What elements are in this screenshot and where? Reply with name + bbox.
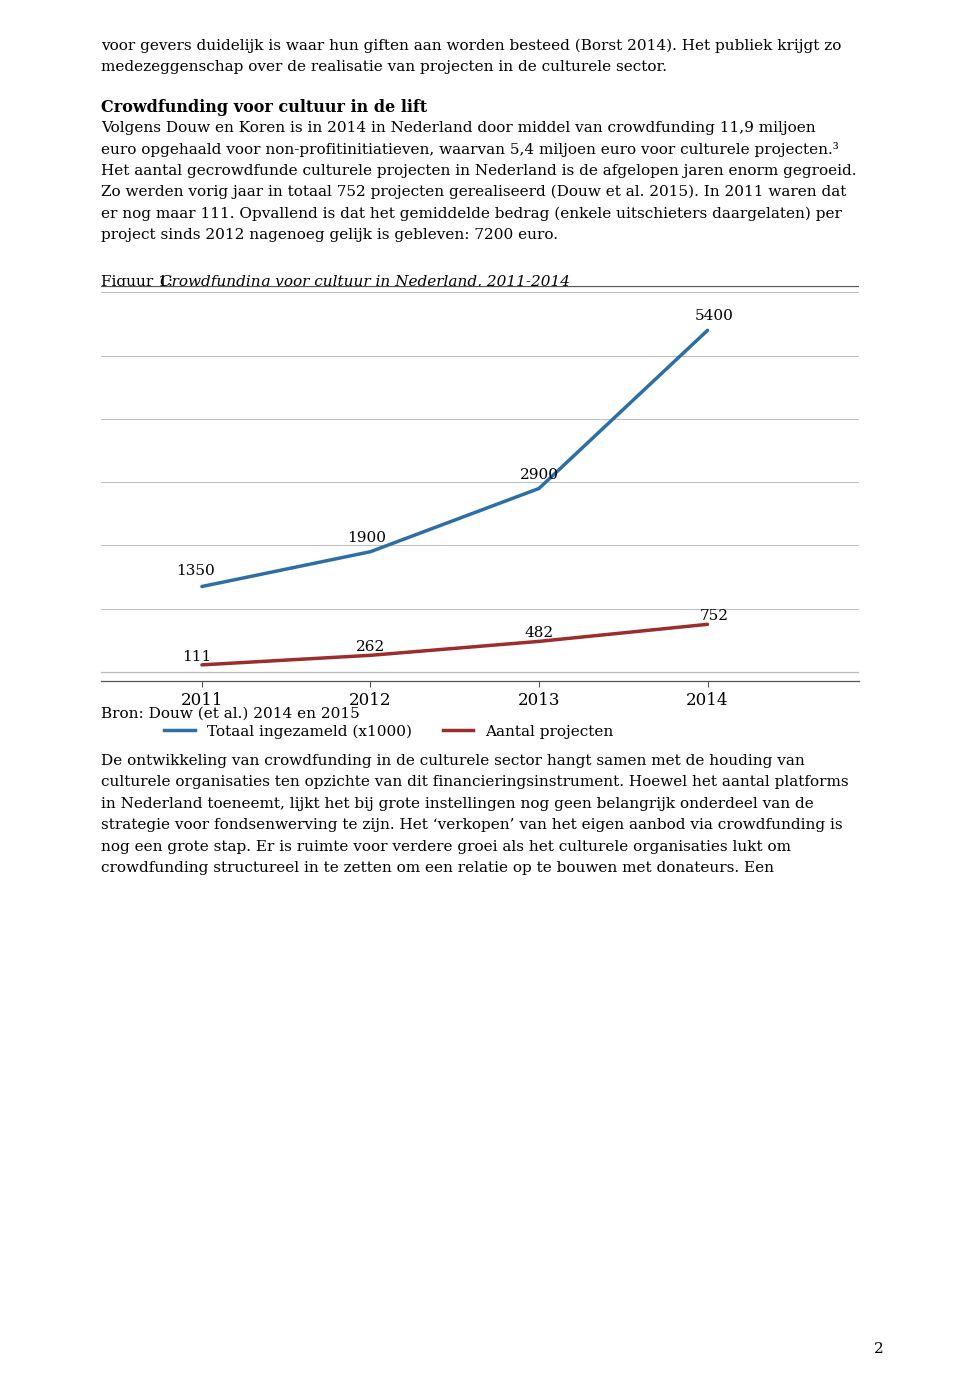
- Text: 752: 752: [700, 609, 729, 623]
- Text: nog een grote stap. Er is ruimte voor verdere groei als het culturele organisati: nog een grote stap. Er is ruimte voor ve…: [101, 839, 791, 853]
- Text: Volgens Douw en Koren is in 2014 in Nederland door middel van crowdfunding 11,9 : Volgens Douw en Koren is in 2014 in Nede…: [101, 121, 815, 135]
- Text: 111: 111: [182, 651, 211, 664]
- Text: strategie voor fondsenwerving te zijn. Het ‘verkopen’ van het eigen aanbod via c: strategie voor fondsenwerving te zijn. H…: [101, 818, 843, 832]
- Text: 1900: 1900: [348, 531, 387, 545]
- Text: in Nederland toeneemt, lijkt het bij grote instellingen nog geen belangrijk onde: in Nederland toeneemt, lijkt het bij gro…: [101, 796, 813, 810]
- Text: Het aantal gecrowdfunde culturele projecten in Nederland is de afgelopen jaren e: Het aantal gecrowdfunde culturele projec…: [101, 164, 856, 178]
- Text: euro opgehaald voor non-profitinitiatieven, waarvan 5,4 miljoen euro voor cultur: euro opgehaald voor non-profitinitiatiev…: [101, 141, 838, 157]
- Text: 1350: 1350: [176, 565, 214, 578]
- Text: 482: 482: [524, 627, 554, 641]
- Text: er nog maar 111. Opvallend is dat het gemiddelde bedrag (enkele uitschieters daa: er nog maar 111. Opvallend is dat het ge…: [101, 207, 842, 221]
- Text: Bron: Douw (et al.) 2014 en 2015: Bron: Douw (et al.) 2014 en 2015: [101, 706, 360, 720]
- Text: voor gevers duidelijk is waar hun giften aan worden besteed (Borst 2014). Het pu: voor gevers duidelijk is waar hun giften…: [101, 39, 841, 53]
- Text: medezeggenschap over de realisatie van projecten in de culturele sector.: medezeggenschap over de realisatie van p…: [101, 60, 667, 75]
- Text: Figuur 1:: Figuur 1:: [101, 275, 178, 290]
- Text: 2900: 2900: [519, 467, 559, 481]
- Text: Zo werden vorig jaar in totaal 752 projecten gerealiseerd (Douw et al. 2015). In: Zo werden vorig jaar in totaal 752 proje…: [101, 184, 846, 200]
- Text: crowdfunding structureel in te zetten om een relatie op te bouwen met donateurs.: crowdfunding structureel in te zetten om…: [101, 861, 774, 875]
- Legend: Totaal ingezameld (x1000), Aantal projecten: Totaal ingezameld (x1000), Aantal projec…: [158, 718, 620, 745]
- Text: project sinds 2012 nagenoeg gelijk is gebleven: 7200 euro.: project sinds 2012 nagenoeg gelijk is ge…: [101, 227, 558, 241]
- Text: 2: 2: [874, 1343, 883, 1356]
- Text: Crowdfunding voor cultuur in de lift: Crowdfunding voor cultuur in de lift: [101, 98, 427, 117]
- Text: 5400: 5400: [695, 309, 733, 323]
- Text: 262: 262: [356, 641, 385, 655]
- Text: culturele organisaties ten opzichte van dit financieringsinstrument. Hoewel het : culturele organisaties ten opzichte van …: [101, 775, 849, 789]
- Text: Crowdfunding voor cultuur in Nederland, 2011-2014: Crowdfunding voor cultuur in Nederland, …: [160, 275, 570, 290]
- Text: De ontwikkeling van crowdfunding in de culturele sector hangt samen met de houdi: De ontwikkeling van crowdfunding in de c…: [101, 753, 804, 767]
